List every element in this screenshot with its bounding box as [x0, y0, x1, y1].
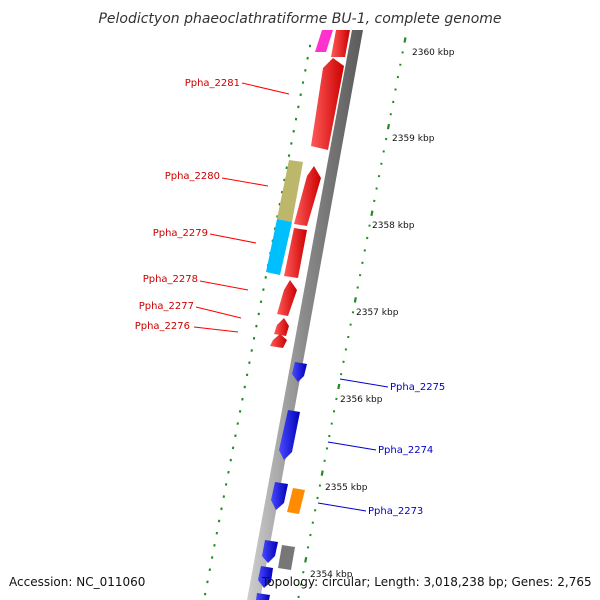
tick-label: 2358 kbp	[372, 221, 415, 231]
gc-dot	[403, 37, 407, 43]
gc-dot	[213, 543, 216, 547]
gene-label[interactable]: Ppha_2273	[368, 506, 423, 517]
gc-dot	[229, 458, 232, 462]
gene-feature	[262, 540, 278, 563]
gene-label[interactable]: Ppha_2275	[390, 382, 445, 393]
genome-summary-text: Topology: circular; Length: 3,018,238 bp…	[261, 575, 592, 589]
tick-label: 2354 kbp	[310, 570, 353, 580]
gc-dot	[227, 470, 230, 474]
forward-strand-features	[266, 30, 350, 570]
tick-label: 2355 kbp	[325, 483, 368, 493]
gene-label[interactable]: Ppha_2278	[143, 274, 198, 285]
gc-dot	[287, 154, 291, 158]
gc-dot	[210, 556, 214, 559]
gc-dot	[250, 349, 253, 352]
gc-content-track	[203, 44, 404, 599]
gc-dot	[297, 105, 300, 109]
gene-feature	[256, 593, 270, 600]
gene-feature	[270, 334, 287, 348]
gc-dot	[337, 383, 341, 390]
genome-backbone	[247, 30, 363, 600]
tick-label: 2356 kbp	[340, 395, 383, 405]
gene-feature	[279, 410, 300, 460]
gene-feature	[287, 488, 305, 514]
gene-feature	[284, 228, 307, 278]
map-title: Pelodictyon phaeoclathratiforme BU-1, co…	[98, 11, 501, 27]
gc-dot	[370, 210, 374, 217]
tick-label: 2357 kbp	[356, 308, 399, 318]
gene-label[interactable]: Ppha_2276	[135, 321, 190, 332]
gc-dot	[283, 178, 286, 182]
gene-feature	[277, 160, 303, 222]
gc-dot	[252, 336, 256, 340]
gene-feature	[294, 166, 321, 226]
gene-label[interactable]: Ppha_2281	[185, 78, 240, 89]
gc-dot	[220, 507, 223, 511]
reverse-strand-features	[256, 362, 307, 600]
gene-feature	[278, 545, 295, 570]
gc-dot	[259, 300, 263, 304]
gene-feature	[271, 482, 288, 510]
tick-label: 2360 kbp	[412, 48, 455, 58]
gc-dot	[304, 556, 308, 563]
gene-labels: Ppha_2281 Ppha_2280 Ppha_2279 Ppha_2278 …	[135, 78, 446, 517]
gene-label[interactable]: Ppha_2279	[153, 228, 208, 239]
gc-dot	[353, 297, 357, 303]
gc-dot	[203, 592, 207, 596]
gene-feature	[331, 30, 350, 57]
gc-dot	[304, 68, 307, 72]
gene-label[interactable]: Ppha_2280	[165, 171, 220, 182]
gene-feature	[277, 280, 297, 316]
gc-dot	[236, 422, 239, 425]
accession-text: Accession: NC_011060	[9, 575, 145, 589]
gc-dot	[206, 580, 209, 584]
gene-feature	[311, 58, 344, 150]
gene-feature	[258, 566, 273, 588]
position-tick-marks	[304, 37, 407, 563]
gc-dot	[386, 123, 390, 130]
gc-dot	[234, 434, 237, 438]
label-leaders	[193, 82, 389, 512]
gene-feature	[266, 219, 292, 275]
gene-feature	[315, 30, 333, 52]
gc-dot	[280, 190, 284, 194]
gene-label[interactable]: Ppha_2277	[139, 301, 194, 312]
tick-label: 2359 kbp	[392, 134, 435, 144]
gene-feature	[292, 362, 307, 382]
gc-dot	[320, 470, 324, 476]
gene-label[interactable]: Ppha_2274	[378, 445, 433, 456]
gc-dot	[257, 312, 260, 316]
position-labels: 2360 kbp 2359 kbp 2358 kbp 2357 kbp 2356…	[310, 48, 455, 580]
gc-dot	[290, 142, 293, 145]
gc-dot	[243, 385, 246, 389]
gc-dot	[306, 56, 309, 60]
gene-feature	[274, 318, 289, 336]
